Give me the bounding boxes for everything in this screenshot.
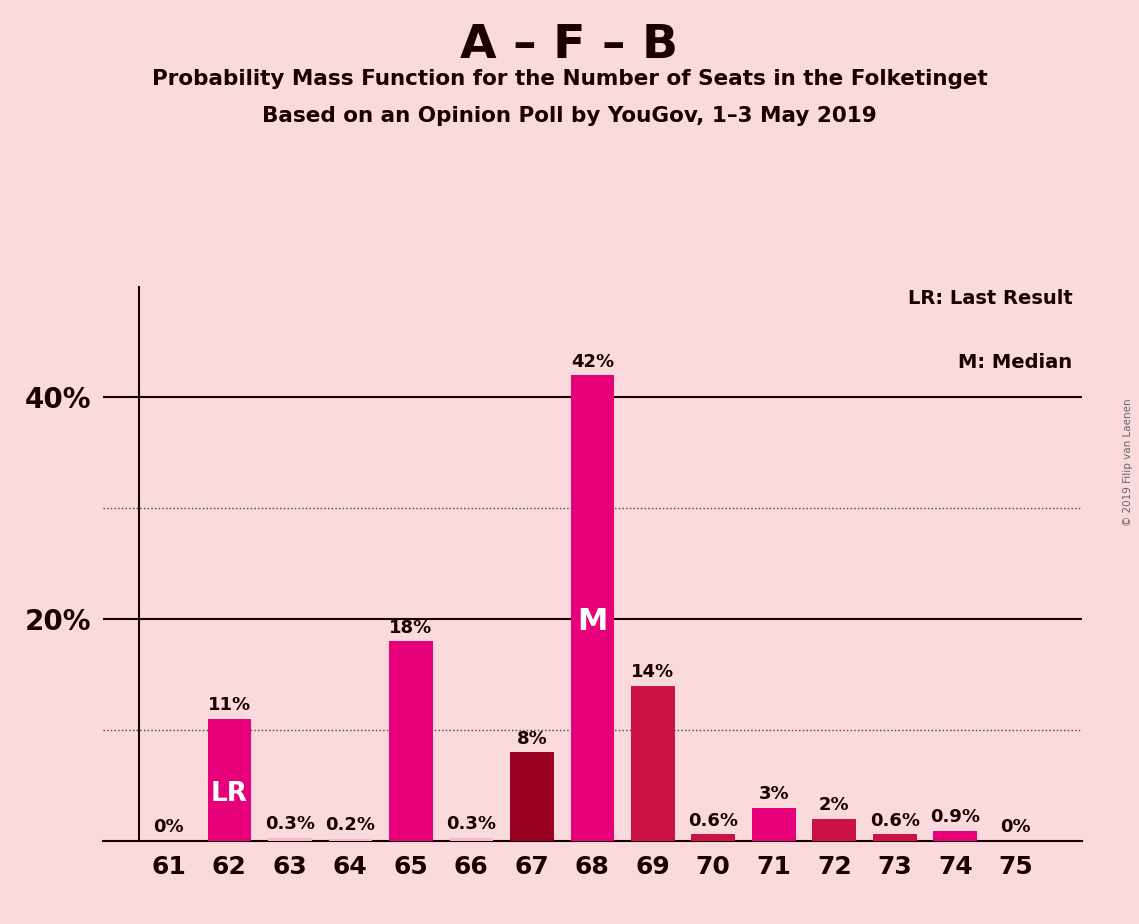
Text: 11%: 11% (207, 697, 251, 714)
Text: 0.6%: 0.6% (688, 812, 738, 830)
Bar (390, 641, 433, 841)
Bar (934, 831, 977, 841)
Bar (571, 375, 614, 841)
Bar (510, 752, 554, 841)
Text: 0.2%: 0.2% (326, 816, 375, 834)
Bar (691, 834, 735, 841)
Bar (872, 834, 917, 841)
Bar (752, 808, 795, 841)
Text: 0.3%: 0.3% (264, 815, 314, 833)
Text: 0.3%: 0.3% (446, 815, 497, 833)
Text: © 2019 Filip van Laenen: © 2019 Filip van Laenen (1123, 398, 1133, 526)
Text: 0%: 0% (154, 819, 185, 836)
Text: M: Median: M: Median (958, 353, 1072, 372)
Text: Based on an Opinion Poll by YouGov, 1–3 May 2019: Based on an Opinion Poll by YouGov, 1–3 … (262, 106, 877, 127)
Text: 8%: 8% (516, 730, 547, 748)
Text: 0%: 0% (1000, 819, 1031, 836)
Text: Probability Mass Function for the Number of Seats in the Folketinget: Probability Mass Function for the Number… (151, 69, 988, 90)
Text: 3%: 3% (759, 785, 789, 803)
Bar (631, 686, 674, 841)
Text: 42%: 42% (571, 353, 614, 371)
Text: LR: LR (211, 782, 248, 808)
Text: 2%: 2% (819, 796, 850, 814)
Text: 14%: 14% (631, 663, 674, 681)
Bar (207, 719, 251, 841)
Text: 0.9%: 0.9% (931, 808, 981, 826)
Text: A – F – B: A – F – B (460, 23, 679, 68)
Text: 18%: 18% (390, 619, 433, 637)
Text: LR: Last Result: LR: Last Result (908, 289, 1072, 309)
Bar (450, 837, 493, 841)
Text: 0.6%: 0.6% (870, 812, 920, 830)
Bar (328, 839, 372, 841)
Bar (268, 837, 312, 841)
Bar (812, 819, 857, 841)
Text: M: M (577, 607, 607, 637)
